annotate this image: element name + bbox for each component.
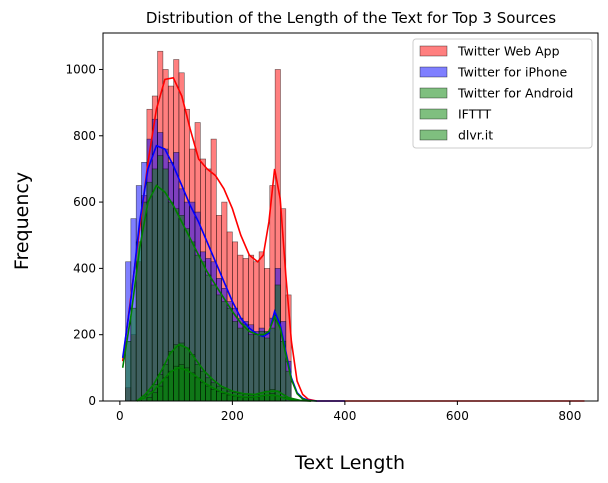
bar-dlvr-it (232, 395, 239, 402)
bar-twitter-for-android (242, 324, 249, 402)
legend-swatch (419, 45, 448, 57)
bar-dlvr-it (226, 394, 233, 402)
x-tick-label: 400 (333, 409, 356, 423)
bar-twitter-for-android (258, 331, 265, 402)
bar-dlvr-it (237, 396, 244, 402)
bar-dlvr-it (205, 385, 212, 402)
histogram-bars (125, 50, 292, 402)
legend-item-twitter-for-android: Twitter for Android (419, 86, 573, 101)
bar-dlvr-it (167, 370, 174, 402)
kde-curves (121, 76, 585, 402)
bar-twitter-for-android (232, 321, 239, 402)
bar-twitter-for-android (130, 307, 137, 402)
chart-title: Distribution of the Length of the Text f… (146, 9, 556, 27)
x-tick-label: 0 (116, 409, 124, 423)
bar-dlvr-it (151, 392, 158, 402)
bar-dlvr-it (162, 377, 169, 402)
legend-item-ifttt: IFTTT (419, 107, 491, 122)
y-axis-label: Frequency (11, 172, 33, 270)
y-tick-label: 1000 (65, 62, 96, 76)
legend-swatch (419, 129, 448, 141)
y-tick-label: 600 (73, 195, 96, 209)
axes: 0 200 400 600 800 0 200 400 600 800 1000 (65, 32, 599, 423)
bar-twitter-for-android (226, 307, 233, 402)
bar-twitter-for-android (253, 334, 260, 402)
legend: Twitter Web App Twitter for iPhone Twitter… (412, 38, 593, 149)
bar-dlvr-it (194, 377, 201, 402)
plot-frame (102, 32, 599, 402)
y-tick-label: 0 (88, 394, 96, 408)
y-tick-label: 800 (73, 129, 96, 143)
bar-dlvr-it (189, 372, 196, 402)
legend-label: Twitter Web App (457, 44, 560, 59)
x-axis-label: Text Length (294, 452, 405, 474)
bar-twitter-for-android (237, 327, 244, 402)
y-tick-label: 400 (73, 261, 96, 275)
legend-item-twitter-web-app: Twitter Web App (419, 44, 560, 59)
bar-dlvr-it (200, 382, 206, 402)
bar-twitter-for-android (157, 155, 164, 402)
legend-swatch (419, 108, 448, 120)
legend-box (412, 38, 593, 149)
legend-swatch (419, 87, 448, 99)
x-tick-label: 200 (221, 409, 244, 423)
bar-dlvr-it (157, 385, 164, 402)
legend-item-dlvr-it: dlvr.it (419, 128, 493, 143)
legend-swatch (419, 66, 448, 78)
kde-line-twitter-for-android (121, 184, 317, 402)
bar-twitter-for-android (274, 284, 281, 402)
bar-dlvr-it (183, 367, 190, 402)
y-tick-label: 200 (73, 328, 96, 342)
legend-label: dlvr.it (458, 128, 493, 143)
kde-line-dlvr-it (136, 366, 312, 402)
x-tick-label: 600 (446, 409, 469, 423)
legend-label: IFTTT (458, 107, 491, 122)
bar-twitter-for-android (125, 341, 132, 402)
legend-item-twitter-for-iphone: Twitter for iPhone (419, 65, 568, 80)
legend-label: Twitter for Android (457, 86, 573, 101)
kde-line-ifttt (136, 343, 312, 402)
bar-twitter-for-android (248, 334, 255, 402)
legend-label: Twitter for iPhone (457, 65, 568, 80)
bar-dlvr-it (216, 391, 222, 402)
bar-dlvr-it (221, 393, 228, 402)
x-tick-label: 800 (558, 409, 581, 423)
bar-dlvr-it (210, 389, 217, 402)
bar-dlvr-it (173, 365, 180, 402)
bar-twitter-for-android (151, 168, 158, 402)
bar-twitter-for-android (146, 181, 153, 402)
